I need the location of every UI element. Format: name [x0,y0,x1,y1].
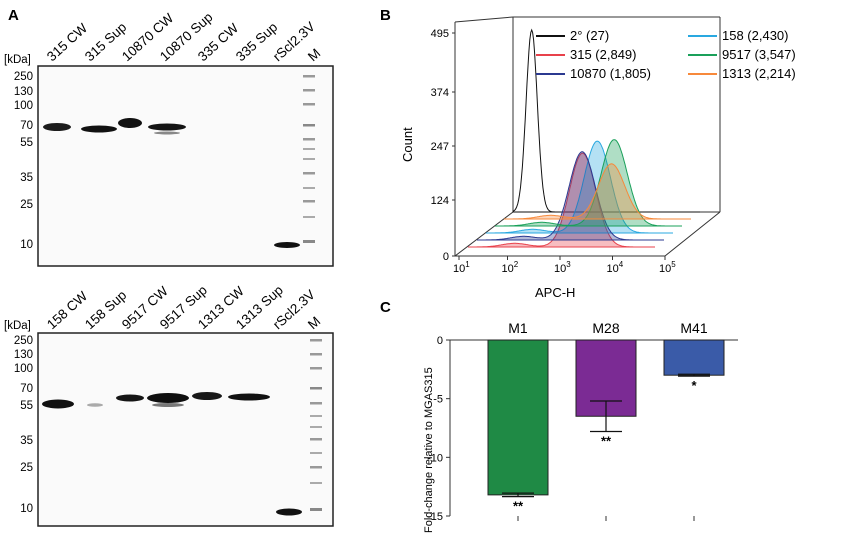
legend-entry: 1313 (2,214) [722,66,796,81]
marker-label: 70 [20,383,33,395]
marker-label: 55 [20,400,33,412]
panel-b-letter: B [380,7,391,24]
flow-legend: 2° (27) 315 (2,849) 10870 (1,805) 158 (2,43… [536,28,796,81]
flow-y-axis-title: Count [400,127,415,162]
band-1313-cw [192,392,222,400]
bar-y-tick-label: -15 [427,511,443,523]
histogram-series-10870 [477,151,664,241]
marker-label: 10 [20,239,33,251]
bar-significance: ** [513,499,524,514]
band-158-cw [42,399,74,409]
bar-chart: Fold-change relative to MGAS315 0 -5 -10 -1… [423,320,738,533]
marker-label: 55 [20,137,33,149]
flow-curves [468,28,700,248]
band-rscl-bottom [276,508,302,516]
marker-label: 70 [20,120,33,132]
panel-c-letter: C [380,299,391,316]
bar-significance: ** [601,434,612,449]
legend-entry: 315 (2,849) [570,47,637,62]
histogram-series-9517 [495,139,682,227]
lane-label: 315 CW [44,20,90,64]
flow-histogram: 0 124 247 374 495 101 102 103 104 105 Count APC-… [400,16,796,300]
histogram-series-2° [512,28,700,213]
flow-y-tick-label: 374 [431,87,449,99]
flow-y-tick-label: 495 [431,28,449,40]
flow-y-ticks: 0 124 247 374 495 [431,28,455,263]
marker-label: 10 [20,503,33,515]
marker-label: 250 [14,71,33,83]
flow-x-tick-label: 104 [607,260,624,275]
bar-category-label: M41 [680,320,707,336]
bar-y-axis-title: Fold-change relative to MGAS315 [423,367,435,533]
flow-x-tick-label: 103 [554,260,571,275]
lane-label: 158 CW [44,288,90,332]
band-1313-sup [228,393,270,401]
marker-label: 35 [20,435,33,447]
flow-y-tick-label: 247 [431,141,449,153]
marker-label: 250 [14,335,33,347]
blot-top-kda-label: [kDa] [4,54,31,66]
blot-top-membrane [37,65,334,267]
flow-x-ticks: 101 102 103 104 105 [453,256,676,275]
flow-x-axis-title: APC-H [535,285,575,300]
flow-y-tick-label: 0 [443,251,449,263]
bar-category-label: M28 [592,320,619,336]
legend-entry: 9517 (3,547) [722,47,796,62]
bar-category-label: M1 [508,320,528,336]
legend-entry: 158 (2,430) [722,28,789,43]
band-158-sup [87,403,103,407]
legend-entry: 2° (27) [570,28,609,43]
lane-label: M [305,314,323,333]
band-9517-cw [116,394,144,402]
marker-label: 25 [20,199,33,211]
band-315-sup [81,125,117,133]
band-10870-sup-faint [154,131,180,135]
band-rscl-top [274,242,300,248]
band-9517-sup [147,393,189,403]
histogram-series-158 [486,140,673,234]
marker-label: 25 [20,462,33,474]
flow-y-tick-label: 124 [431,195,449,207]
histogram-series-1313 [504,163,691,220]
bar-y-tick-label: 0 [437,335,443,347]
bar-m41 [663,339,725,376]
bar-y-tick-label: -5 [433,394,443,406]
flow-x-tick-label: 102 [502,260,519,275]
blot-bottom-kda-label: [kDa] [4,320,31,332]
band-315-cw [43,123,71,131]
marker-label: 130 [14,86,33,98]
band-10870-cw [118,118,142,128]
bar-m1 [487,339,549,496]
legend-entry: 10870 (1,805) [570,66,651,81]
marker-label: 130 [14,349,33,361]
blot-bottom-membrane [37,332,334,527]
marker-label: 35 [20,172,33,184]
panel-a-letter: A [8,7,19,24]
band-10870-sup [148,123,186,131]
bar-significance: * [691,378,697,393]
band-9517-sup-lower [152,403,184,407]
blot-top-marker-labels: 250 130 100 70 55 35 25 10 [14,71,33,251]
bar-y-tick-label: -10 [427,452,443,464]
histogram-series-315 [468,152,655,248]
marker-label: 100 [14,100,33,112]
blot-bottom-marker-labels: 250 130 100 70 55 35 25 10 [14,335,33,515]
ladder-bottom [310,339,322,511]
marker-label: 100 [14,363,33,375]
flow-x-tick-label: 101 [453,260,470,275]
lane-label: M [305,46,323,65]
ladder-top [303,75,315,243]
flow-x-tick-label: 105 [659,260,676,275]
